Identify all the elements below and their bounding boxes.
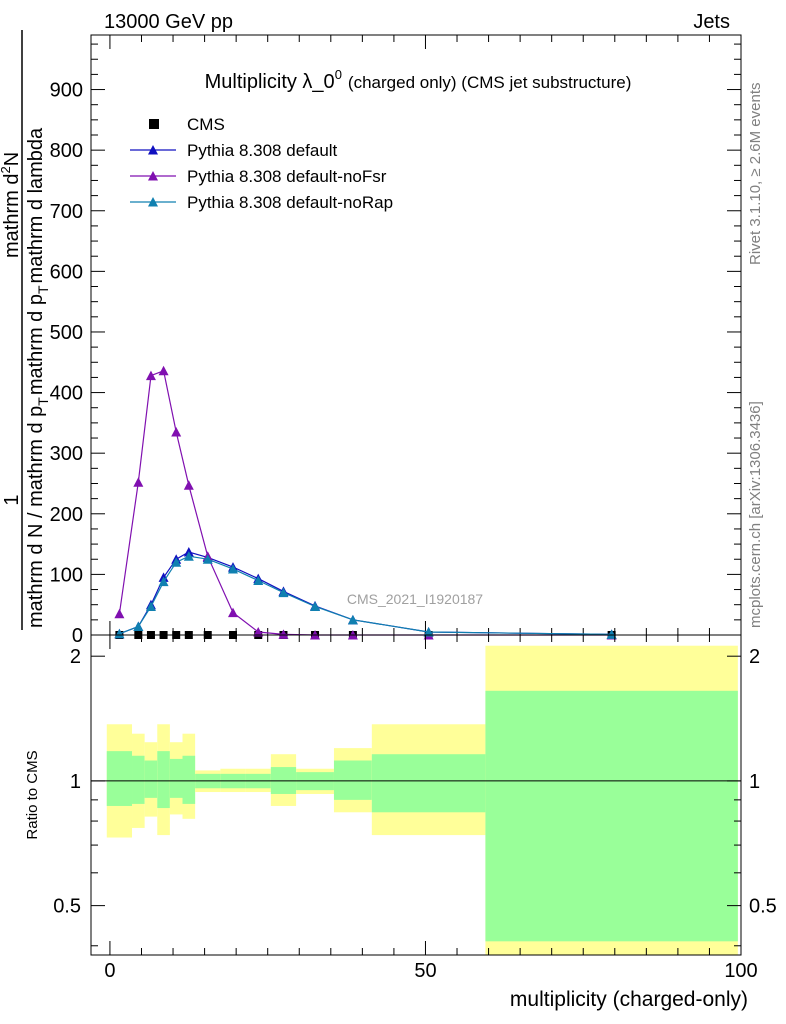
ratio-bands bbox=[106, 645, 738, 955]
side-label-bottom: mcplots.cern.ch [arXiv:1306.3436] bbox=[747, 401, 764, 628]
y-tick-label: 400 bbox=[50, 383, 83, 405]
header-right: Jets bbox=[693, 11, 730, 33]
data-point bbox=[227, 607, 238, 618]
main-plot: 0 100 200 300 400 500 600 700 800 900 bbox=[50, 34, 742, 647]
data-point bbox=[423, 626, 434, 637]
y-tick-label: 700 bbox=[50, 201, 83, 223]
data-point bbox=[183, 480, 194, 490]
main-title: Multiplicity λ_00 (charged only) (CMS jet… bbox=[205, 67, 632, 93]
data-point bbox=[227, 563, 238, 574]
data-point bbox=[133, 621, 144, 632]
legend-label: Pythia 8.308 default-noRap bbox=[187, 193, 393, 212]
ratio-y-tick-label-right: 2 bbox=[749, 646, 760, 668]
ylabel-denominator: mathrm d N / mathrm d pTmathrm d pTmathr… bbox=[25, 127, 51, 628]
legend-label: CMS bbox=[187, 115, 225, 134]
data-point bbox=[171, 557, 182, 567]
data-point bbox=[606, 629, 617, 639]
legend-marker bbox=[148, 171, 158, 181]
y-tick-label: 800 bbox=[50, 140, 83, 162]
side-label-top: Rivet 3.1.10, ≥ 2.6M events bbox=[747, 83, 764, 266]
x-axis-label: multiplicity (charged-only) bbox=[510, 988, 748, 1011]
ylabel-sub-T-2: T bbox=[35, 285, 51, 294]
data-point bbox=[202, 554, 213, 564]
ylabel-dN-dpT: mathrm d N / mathrm d p bbox=[25, 406, 47, 628]
ratio-band-inner bbox=[157, 751, 170, 809]
data-point bbox=[145, 601, 156, 612]
legend-marker bbox=[149, 119, 159, 129]
data-point bbox=[114, 608, 125, 619]
legend: CMS Pythia 8.308 default Pythia 8.308 defa… bbox=[130, 115, 393, 212]
series-3 bbox=[114, 551, 617, 639]
ratio-band-inner bbox=[144, 760, 158, 798]
ratio-band-inner bbox=[132, 755, 145, 804]
ylabel-one: 1 bbox=[1, 494, 23, 505]
ratio-band-inner bbox=[485, 690, 738, 942]
ratio-plot: 0.5 0.5 1 1 2 2 0 50 100 bbox=[53, 634, 777, 982]
data-point bbox=[310, 601, 321, 612]
header-left: 13000 GeV pp bbox=[104, 11, 233, 33]
legend-item: Pythia 8.308 default-noFsr bbox=[130, 167, 387, 186]
ylabel-sub-T-1: T bbox=[35, 397, 51, 406]
series-line bbox=[119, 555, 612, 635]
ratio-y-tick-label: 1 bbox=[70, 771, 81, 793]
ratio-y-tick-label: 2 bbox=[70, 646, 81, 668]
x-tick-label: 100 bbox=[724, 960, 757, 982]
data-point bbox=[253, 575, 264, 585]
ratio-band-inner bbox=[182, 755, 196, 804]
y-tick-label: 0 bbox=[72, 625, 83, 647]
data-point bbox=[183, 551, 194, 561]
x-tick-label: 0 bbox=[104, 960, 115, 982]
y-tick-label: 900 bbox=[50, 80, 83, 102]
legend-item: CMS bbox=[149, 115, 225, 134]
data-point bbox=[158, 365, 169, 376]
data-point bbox=[347, 614, 358, 625]
legend-label: Pythia 8.308 default bbox=[187, 141, 338, 160]
ratio-y-tick-label-right: 1 bbox=[749, 771, 760, 793]
ylabel-numerator: mathrm d2N bbox=[0, 152, 23, 258]
data-point bbox=[253, 626, 264, 637]
data-point bbox=[114, 628, 125, 639]
ratio-band-inner bbox=[106, 751, 133, 806]
data-point bbox=[145, 370, 156, 381]
y-tick-label: 100 bbox=[50, 564, 83, 586]
legend-item: Pythia 8.308 default bbox=[130, 141, 338, 160]
ylabel-dlambda: mathrm d lambda bbox=[25, 127, 47, 283]
ylabel-num-sup: 2 bbox=[0, 166, 13, 173]
x-tick-label: 50 bbox=[414, 960, 436, 982]
y-tick-label: 200 bbox=[50, 504, 83, 526]
ratio-y-tick-label: 0.5 bbox=[53, 896, 81, 918]
data-point bbox=[158, 576, 169, 587]
ylabel-num-d: mathrm d bbox=[1, 174, 23, 258]
ylabel-dpT: mathrm d p bbox=[25, 294, 47, 395]
data-point bbox=[278, 629, 289, 639]
main-title-text: Multiplicity λ_0 bbox=[205, 71, 335, 93]
data-point bbox=[133, 477, 144, 487]
ylabel-num-N: N bbox=[1, 152, 23, 166]
ratio-band-inner bbox=[169, 758, 183, 798]
main-title-suffix: (charged only) (CMS jet substructure) bbox=[348, 73, 631, 92]
y-tick-label: 300 bbox=[50, 443, 83, 465]
ratio-frame bbox=[90, 634, 742, 956]
main-title-sup: 0 bbox=[335, 67, 342, 82]
ratio-band-inner bbox=[333, 760, 372, 800]
legend-item: Pythia 8.308 default-noRap bbox=[130, 193, 393, 212]
ratio-y-tick-label-right: 0.5 bbox=[749, 896, 777, 918]
legend-marker bbox=[148, 145, 158, 155]
data-point bbox=[278, 587, 289, 598]
y-tick-label: 500 bbox=[50, 322, 83, 344]
watermark: CMS_2021_I1920187 bbox=[347, 591, 483, 607]
ratio-band-inner bbox=[371, 754, 486, 813]
ratio-ylabel: Ratio to CMS bbox=[24, 750, 41, 839]
legend-label: Pythia 8.308 default-noFsr bbox=[187, 167, 387, 186]
main-ylabel: 1 mathrm d N / mathrm d pTmathrm d pTmat… bbox=[0, 30, 51, 630]
y-tick-label: 600 bbox=[50, 261, 83, 283]
legend-marker bbox=[148, 197, 158, 207]
data-point bbox=[171, 426, 182, 437]
